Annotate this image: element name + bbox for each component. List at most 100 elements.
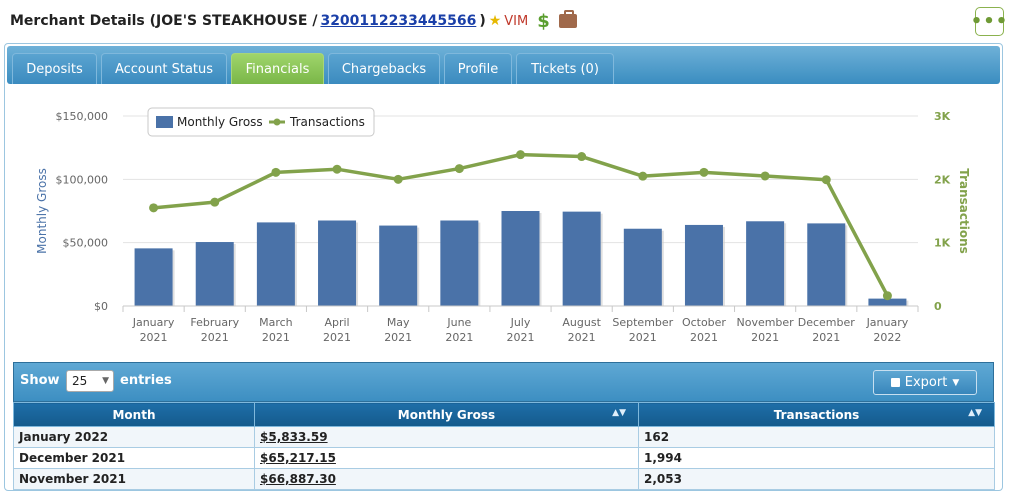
y-tick-label: $0 xyxy=(94,300,108,313)
x-tick-label-year: 2021 xyxy=(201,331,229,344)
x-tick-label-year: 2021 xyxy=(751,331,779,344)
transactions-point[interactable] xyxy=(149,203,159,213)
y2-axis-label: Transactions xyxy=(957,168,971,254)
cell-transactions: 2,053 xyxy=(638,468,995,490)
x-tick-label: April xyxy=(324,316,349,329)
legend-label-gross: Monthly Gross xyxy=(177,115,263,129)
briefcase-icon[interactable] xyxy=(558,10,577,28)
tab-deposits[interactable]: Deposits xyxy=(12,53,97,84)
show-label: Show xyxy=(20,373,60,388)
transactions-point[interactable] xyxy=(882,291,892,301)
dollar-icon[interactable]: $ xyxy=(537,10,550,32)
transactions-point[interactable] xyxy=(332,164,342,174)
cell-gross: $5,833.59 xyxy=(254,426,639,448)
cell-month: December 2021 xyxy=(13,447,255,469)
bar[interactable] xyxy=(807,223,846,306)
gross-link[interactable]: $5,833.59 xyxy=(260,430,328,444)
tab-chargebacks[interactable]: Chargebacks xyxy=(328,53,440,84)
transactions-point[interactable] xyxy=(699,167,709,177)
bar[interactable] xyxy=(440,220,479,307)
x-tick-label-year: 2021 xyxy=(323,331,351,344)
bar[interactable] xyxy=(379,225,418,306)
x-tick-label: July xyxy=(510,316,531,329)
export-button[interactable]: Export ▼ xyxy=(873,370,977,395)
x-tick-label: May xyxy=(387,316,410,329)
page-size-select[interactable]: 25 ▼ xyxy=(66,370,114,392)
tab-profile[interactable]: Profile xyxy=(444,53,512,84)
bar[interactable] xyxy=(868,298,907,306)
save-icon xyxy=(890,378,900,387)
table-toolbar: Show 25 ▼ entries Export ▼ xyxy=(13,362,994,402)
y2-tick-label: 0 xyxy=(934,300,942,313)
transactions-point[interactable] xyxy=(210,197,220,207)
bar[interactable] xyxy=(684,224,723,306)
bar[interactable] xyxy=(318,220,357,307)
x-tick-label: October xyxy=(682,316,726,329)
chart-legend[interactable]: Monthly Gross Transactions xyxy=(147,107,375,137)
transactions-point[interactable] xyxy=(516,150,525,160)
y-tick-label: $150,000 xyxy=(56,110,109,123)
entries-label: entries xyxy=(120,373,172,388)
x-tick-label-year: 2021 xyxy=(629,331,657,344)
bar[interactable] xyxy=(562,211,601,306)
transactions-point[interactable] xyxy=(760,171,770,181)
gross-link[interactable]: $65,217.15 xyxy=(260,451,336,465)
x-tick-label-year: 2021 xyxy=(445,331,473,344)
bar[interactable] xyxy=(256,222,295,306)
bar[interactable] xyxy=(134,248,173,306)
table-row: December 2021 $65,217.15 1,994 xyxy=(13,447,995,469)
x-tick-label-year: 2021 xyxy=(262,331,290,344)
page-title-suffix: ) xyxy=(479,13,486,29)
financials-table: Month Monthly Gross ▲▼ Transactions ▲▼ Jan… xyxy=(13,402,995,490)
x-tick-label: September xyxy=(612,316,673,329)
y-tick-label: $50,000 xyxy=(63,237,109,250)
table-row: January 2022 $5,833.59 162 xyxy=(13,426,995,448)
table-row: November 2021 $66,887.30 2,053 xyxy=(13,468,995,490)
transactions-point[interactable] xyxy=(271,167,281,177)
transactions-point[interactable] xyxy=(577,152,587,162)
column-header-transactions[interactable]: Transactions ▲▼ xyxy=(638,402,995,427)
caret-down-icon: ▼ xyxy=(952,377,960,388)
cell-transactions: 1,994 xyxy=(638,447,995,469)
gross-link[interactable]: $66,887.30 xyxy=(260,472,336,486)
column-header-month[interactable]: Month xyxy=(13,402,255,427)
bar[interactable] xyxy=(501,211,540,306)
cell-month: November 2021 xyxy=(13,468,255,490)
transactions-point[interactable] xyxy=(454,164,464,174)
x-tick-label-year: 2021 xyxy=(507,331,535,344)
x-tick-label: March xyxy=(259,316,293,329)
x-tick-label: June xyxy=(446,316,471,329)
financials-chart: $0 $50,000 $100,000 $150,000 0 1K 2K 3K January 2… xyxy=(35,107,971,344)
merchant-id-link[interactable]: 3200112233445566 xyxy=(320,13,477,29)
x-tick-label-year: 2021 xyxy=(812,331,840,344)
transactions-point[interactable] xyxy=(821,175,831,185)
tab-account-status[interactable]: Account Status xyxy=(101,53,227,84)
x-tick-label: December xyxy=(798,316,856,329)
column-header-gross[interactable]: Monthly Gross ▲▼ xyxy=(254,402,639,427)
x-tick-label-year: 2021 xyxy=(690,331,718,344)
transactions-point[interactable] xyxy=(638,171,648,181)
x-tick-label: January xyxy=(866,316,909,329)
y2-tick-label: 2K xyxy=(934,173,951,186)
bar[interactable] xyxy=(195,242,234,306)
transactions-point[interactable] xyxy=(393,174,403,184)
tab-bar: Deposits Account Status Financials Charg… xyxy=(7,46,1000,84)
more-options-button[interactable]: ••• xyxy=(971,7,1007,36)
bar[interactable] xyxy=(623,228,662,306)
legend-swatch-gross xyxy=(156,116,173,128)
x-tick-label: January xyxy=(132,316,175,329)
x-tick-label: August xyxy=(562,316,601,329)
x-tick-label-year: 2021 xyxy=(384,331,412,344)
sort-icon: ▲▼ xyxy=(612,408,626,418)
page-header: Merchant Details (JOE'S STEAKHOUSE / 320… xyxy=(10,10,577,32)
tab-tickets[interactable]: Tickets (0) xyxy=(516,53,614,84)
tab-financials[interactable]: Financials xyxy=(231,53,324,84)
bar[interactable] xyxy=(746,221,785,306)
x-tick-label: November xyxy=(736,316,794,329)
y-tick-label: $100,000 xyxy=(56,173,109,186)
export-label: Export xyxy=(904,375,948,390)
x-tick-label-year: 2021 xyxy=(140,331,168,344)
vim-badge: VIM xyxy=(504,13,529,29)
y-axis-label: Monthly Gross xyxy=(35,168,49,254)
award-icon: ★ xyxy=(488,13,502,29)
